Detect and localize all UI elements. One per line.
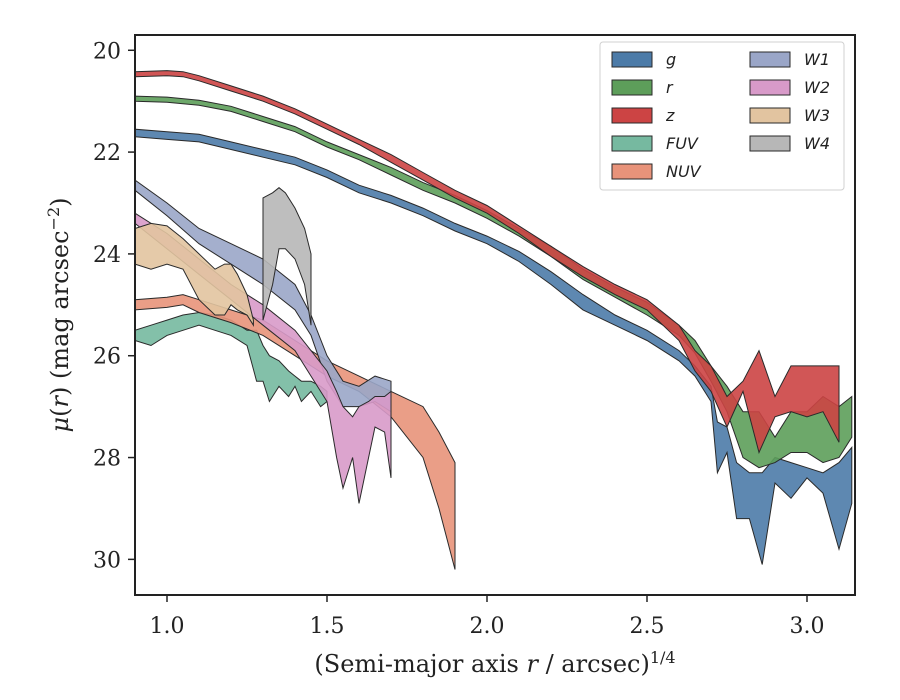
legend-label: W3 bbox=[804, 106, 830, 125]
legend-frame bbox=[599, 41, 845, 191]
x-tick-label: 1.0 bbox=[150, 614, 185, 639]
legend-label: W1 bbox=[804, 50, 830, 69]
x-tick-label: 2.5 bbox=[630, 614, 665, 639]
legend-item-z: z bbox=[611, 106, 675, 125]
legend-label: r bbox=[666, 78, 674, 97]
legend-swatch bbox=[611, 107, 653, 124]
y-tick-label: 20 bbox=[93, 39, 121, 64]
band-layer bbox=[134, 70, 853, 570]
legend-swatch bbox=[611, 135, 653, 152]
y-tick-label: 28 bbox=[93, 447, 121, 472]
band-fuv bbox=[134, 311, 328, 408]
y-tick-label: 22 bbox=[93, 141, 121, 166]
axis-labels: (Semi-major axis r / arcsec)1/4 μ(r) (ma… bbox=[44, 197, 676, 678]
legend-label: W2 bbox=[804, 78, 830, 97]
legend-label: NUV bbox=[666, 162, 702, 181]
legend-swatch bbox=[611, 163, 653, 180]
band-w4 bbox=[262, 187, 312, 326]
tick-layer: 1.0 1.5 2.0 2.5 3.0 20 22 24 26 28 30 bbox=[93, 39, 825, 639]
x-tick-label: 3.0 bbox=[790, 614, 825, 639]
legend-label: g bbox=[666, 50, 676, 69]
y-tick-label: 26 bbox=[93, 345, 121, 370]
x-tick-label: 2.0 bbox=[470, 614, 505, 639]
legend-label: FUV bbox=[666, 134, 699, 153]
band-w3 bbox=[134, 222, 254, 327]
legend-swatch bbox=[611, 79, 653, 96]
legend-item-fuv: FUV bbox=[611, 134, 699, 153]
legend-swatch bbox=[749, 51, 791, 68]
legend-item-w3: W3 bbox=[749, 106, 830, 125]
band-z bbox=[134, 70, 840, 454]
legend-item-r: r bbox=[611, 78, 674, 97]
band-r bbox=[134, 95, 853, 469]
legend-swatch bbox=[749, 79, 791, 96]
x-axis-label: (Semi-major axis r / arcsec)1/4 bbox=[314, 648, 675, 679]
plot-frame bbox=[134, 34, 856, 596]
y-axis-label: μ(r) (mag arcsec−2) bbox=[44, 197, 75, 432]
legend-swatch bbox=[749, 135, 791, 152]
legend: grz FUV NUV W1 W2 W3 W4 bbox=[599, 41, 845, 191]
band-g bbox=[134, 128, 853, 565]
x-tick-label: 1.5 bbox=[310, 614, 345, 639]
legend-item-w4: W4 bbox=[749, 134, 830, 153]
legend-label: z bbox=[665, 106, 675, 125]
legend-swatch bbox=[749, 107, 791, 124]
legend-label: W4 bbox=[804, 134, 830, 153]
y-tick-label: 24 bbox=[93, 243, 121, 268]
legend-item-nuv: NUV bbox=[611, 162, 702, 181]
legend-swatch bbox=[611, 51, 653, 68]
y-tick-label: 30 bbox=[93, 548, 121, 573]
legend-item-w1: W1 bbox=[749, 50, 830, 69]
legend-item-w2: W2 bbox=[749, 78, 830, 97]
legend-item-g: g bbox=[611, 50, 676, 69]
